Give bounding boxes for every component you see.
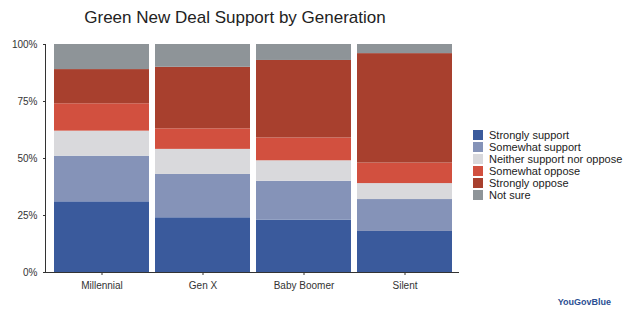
html-text:Neither support nor oppose: Neither support nor oppose — [489, 153, 623, 165]
svg-text:Gen X: Gen X — [189, 280, 218, 291]
html-text:YouGovBlue: YouGovBlue — [557, 297, 611, 307]
svg-text:75%: 75% — [17, 96, 37, 107]
html-text:Strongly oppose: Strongly oppose — [489, 177, 569, 189]
html-text:Somewhat oppose: Somewhat oppose — [489, 165, 581, 177]
svg-text:100%: 100% — [12, 39, 38, 50]
svg-text:Millennial: Millennial — [81, 280, 123, 291]
html-text:Somewhat support: Somewhat support — [489, 141, 581, 153]
svg-text:50%: 50% — [17, 153, 37, 164]
svg-text:0%: 0% — [23, 267, 38, 278]
html-text:Strongly support: Strongly support — [489, 129, 570, 141]
html-text:Green New Deal Support by Gene: Green New Deal Support by Generation — [84, 8, 386, 27]
html-text:Not sure: Not sure — [489, 189, 531, 201]
svg-text:Silent: Silent — [392, 280, 417, 291]
svg-text:25%: 25% — [17, 210, 37, 221]
svg-text:Baby Boomer: Baby Boomer — [274, 280, 335, 291]
